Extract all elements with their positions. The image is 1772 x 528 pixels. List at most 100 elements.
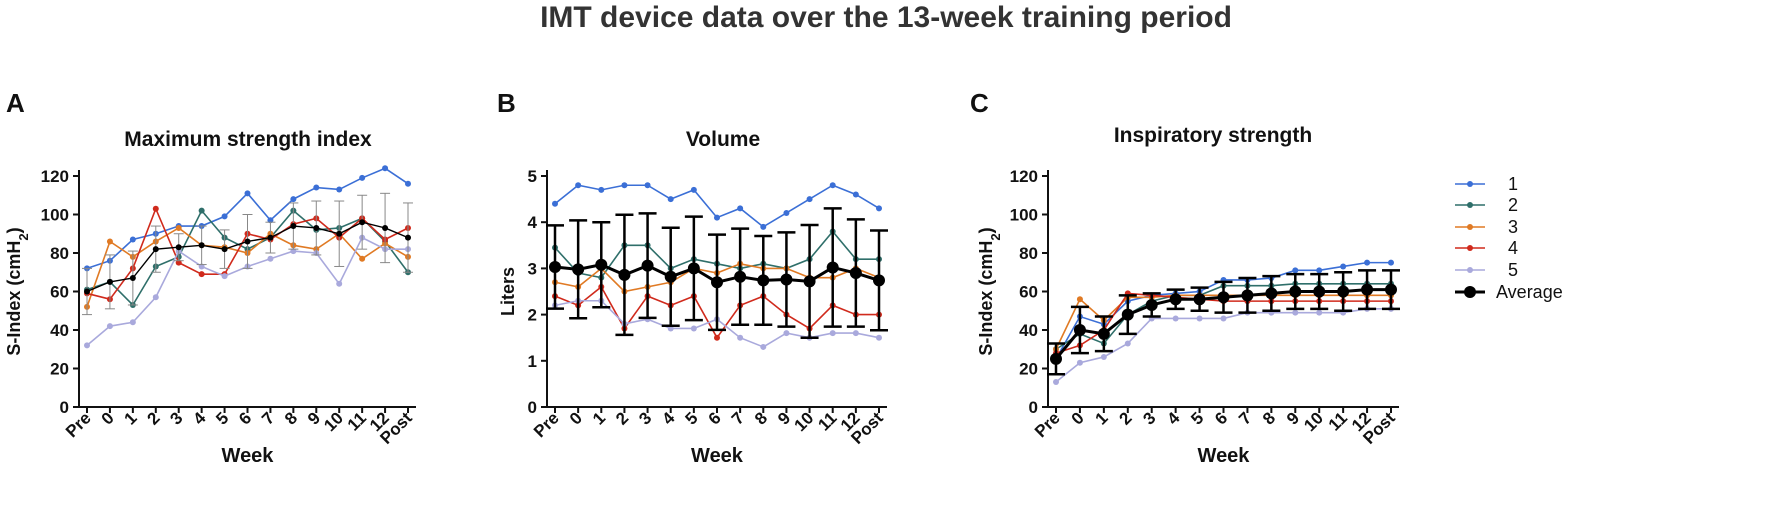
data-point-average (221, 246, 228, 253)
data-point-average (198, 242, 205, 249)
data-point-average (152, 246, 159, 253)
data-point-series-1 (598, 186, 605, 193)
data-point-series-1 (405, 180, 411, 187)
data-point-series-1 (1388, 259, 1394, 266)
panel-letter: B (497, 88, 516, 118)
data-point-series-1 (552, 200, 558, 207)
data-point-series-5 (1196, 315, 1203, 322)
y-axis-label: S-Index (cmH2) (4, 227, 31, 355)
data-point-average (849, 267, 862, 280)
data-point-series-5 (829, 330, 836, 337)
data-point-series-1 (667, 196, 674, 203)
data-point-average (244, 238, 251, 245)
data-point-average (641, 259, 654, 272)
y-tick-label: 4 (528, 213, 538, 232)
legend-label: 2 (1508, 195, 1518, 215)
data-point-series-5 (760, 343, 767, 350)
x-tick-label: 8 (751, 408, 771, 428)
data-point-average (1073, 324, 1086, 336)
data-point-series-4 (198, 271, 205, 278)
panel-title: Maximum strength index (124, 128, 372, 151)
x-tick-label: 2 (143, 408, 163, 428)
data-point-series-1 (129, 236, 136, 243)
x-tick-label: 2 (1115, 408, 1135, 428)
legend-swatch-marker (1467, 202, 1473, 208)
data-point-average (1169, 293, 1182, 306)
data-point-series-1 (359, 174, 366, 181)
panel-letter: A (6, 88, 25, 118)
y-tick-label: 2 (528, 306, 537, 325)
data-point-average (313, 224, 320, 231)
x-tick-label: 10 (320, 408, 347, 435)
data-point-series-1 (852, 191, 859, 198)
data-point-series-5 (1124, 340, 1131, 347)
y-tick-label: 40 (1019, 321, 1038, 340)
data-point-average (757, 274, 770, 287)
x-tick-label: 7 (728, 408, 748, 428)
data-point-series-1 (1316, 267, 1323, 274)
y-tick-label: 100 (41, 206, 69, 225)
data-point-series-1 (290, 196, 297, 203)
data-point-average (1313, 285, 1326, 298)
data-point-average (175, 244, 182, 251)
legend-item: Average (1455, 282, 1563, 302)
panel-title: Volume (686, 128, 760, 151)
y-tick-label: 120 (41, 167, 69, 186)
data-point-average (405, 234, 411, 241)
y-tick-label: 3 (528, 259, 537, 278)
y-tick-label: 80 (50, 244, 69, 263)
data-point-series-3 (175, 224, 182, 231)
legend-label: Average (1496, 282, 1563, 302)
y-tick-label: 80 (1019, 244, 1038, 263)
x-tick-label: 1 (1092, 408, 1112, 428)
data-point-series-5 (1100, 353, 1107, 360)
data-point-series-1 (829, 182, 836, 189)
x-axis-label: Week (1198, 445, 1251, 467)
legend-item: 2 (1455, 195, 1518, 215)
data-point-average (780, 273, 793, 286)
data-point-series-5 (737, 334, 744, 341)
legend-swatch-marker (1467, 245, 1473, 251)
x-tick-label: 4 (1163, 408, 1184, 429)
y-tick-label: 0 (60, 398, 69, 417)
data-point-series-1 (1340, 263, 1347, 270)
x-tick-label: 0 (98, 408, 118, 428)
y-tick-label: 40 (50, 321, 69, 340)
data-point-average (734, 270, 747, 283)
data-point-average (595, 258, 608, 271)
data-point-series-1 (575, 182, 582, 189)
x-tick-label: 9 (774, 408, 794, 428)
data-point-series-5 (1316, 309, 1323, 316)
x-tick-label: 0 (1068, 408, 1088, 428)
data-point-series-1 (1292, 267, 1299, 274)
data-point-average (826, 261, 839, 274)
y-tick-label: 0 (1029, 398, 1038, 417)
data-point-average (359, 219, 366, 226)
x-tick-label: 3 (1139, 408, 1159, 428)
legend-swatch-marker (1464, 286, 1476, 298)
y-axis-label: S-Index (cmH2) (976, 227, 1003, 355)
data-point-average (1241, 289, 1254, 302)
x-axis-label: Week (691, 445, 744, 467)
data-point-series-1 (783, 209, 790, 216)
data-point-average (290, 223, 297, 230)
data-point-series-5 (1220, 315, 1227, 322)
x-tick-label: 6 (235, 408, 255, 428)
x-tick-label: 1 (121, 408, 141, 428)
data-point-series-2 (198, 207, 205, 214)
y-tick-label: 20 (1019, 360, 1038, 379)
data-point-series-5 (84, 342, 90, 349)
data-point-average (572, 263, 585, 276)
legend-swatch-marker (1467, 224, 1473, 230)
data-point-average (664, 270, 677, 283)
data-point-series-5 (152, 294, 159, 301)
data-point-series-1 (336, 186, 343, 193)
data-point-series-1 (621, 182, 628, 189)
data-point-series-3 (1076, 296, 1083, 303)
legend-swatch-marker (1467, 181, 1473, 187)
data-point-series-3 (106, 238, 113, 245)
data-point-series-1 (644, 182, 651, 189)
x-tick-label: 5 (212, 408, 232, 428)
